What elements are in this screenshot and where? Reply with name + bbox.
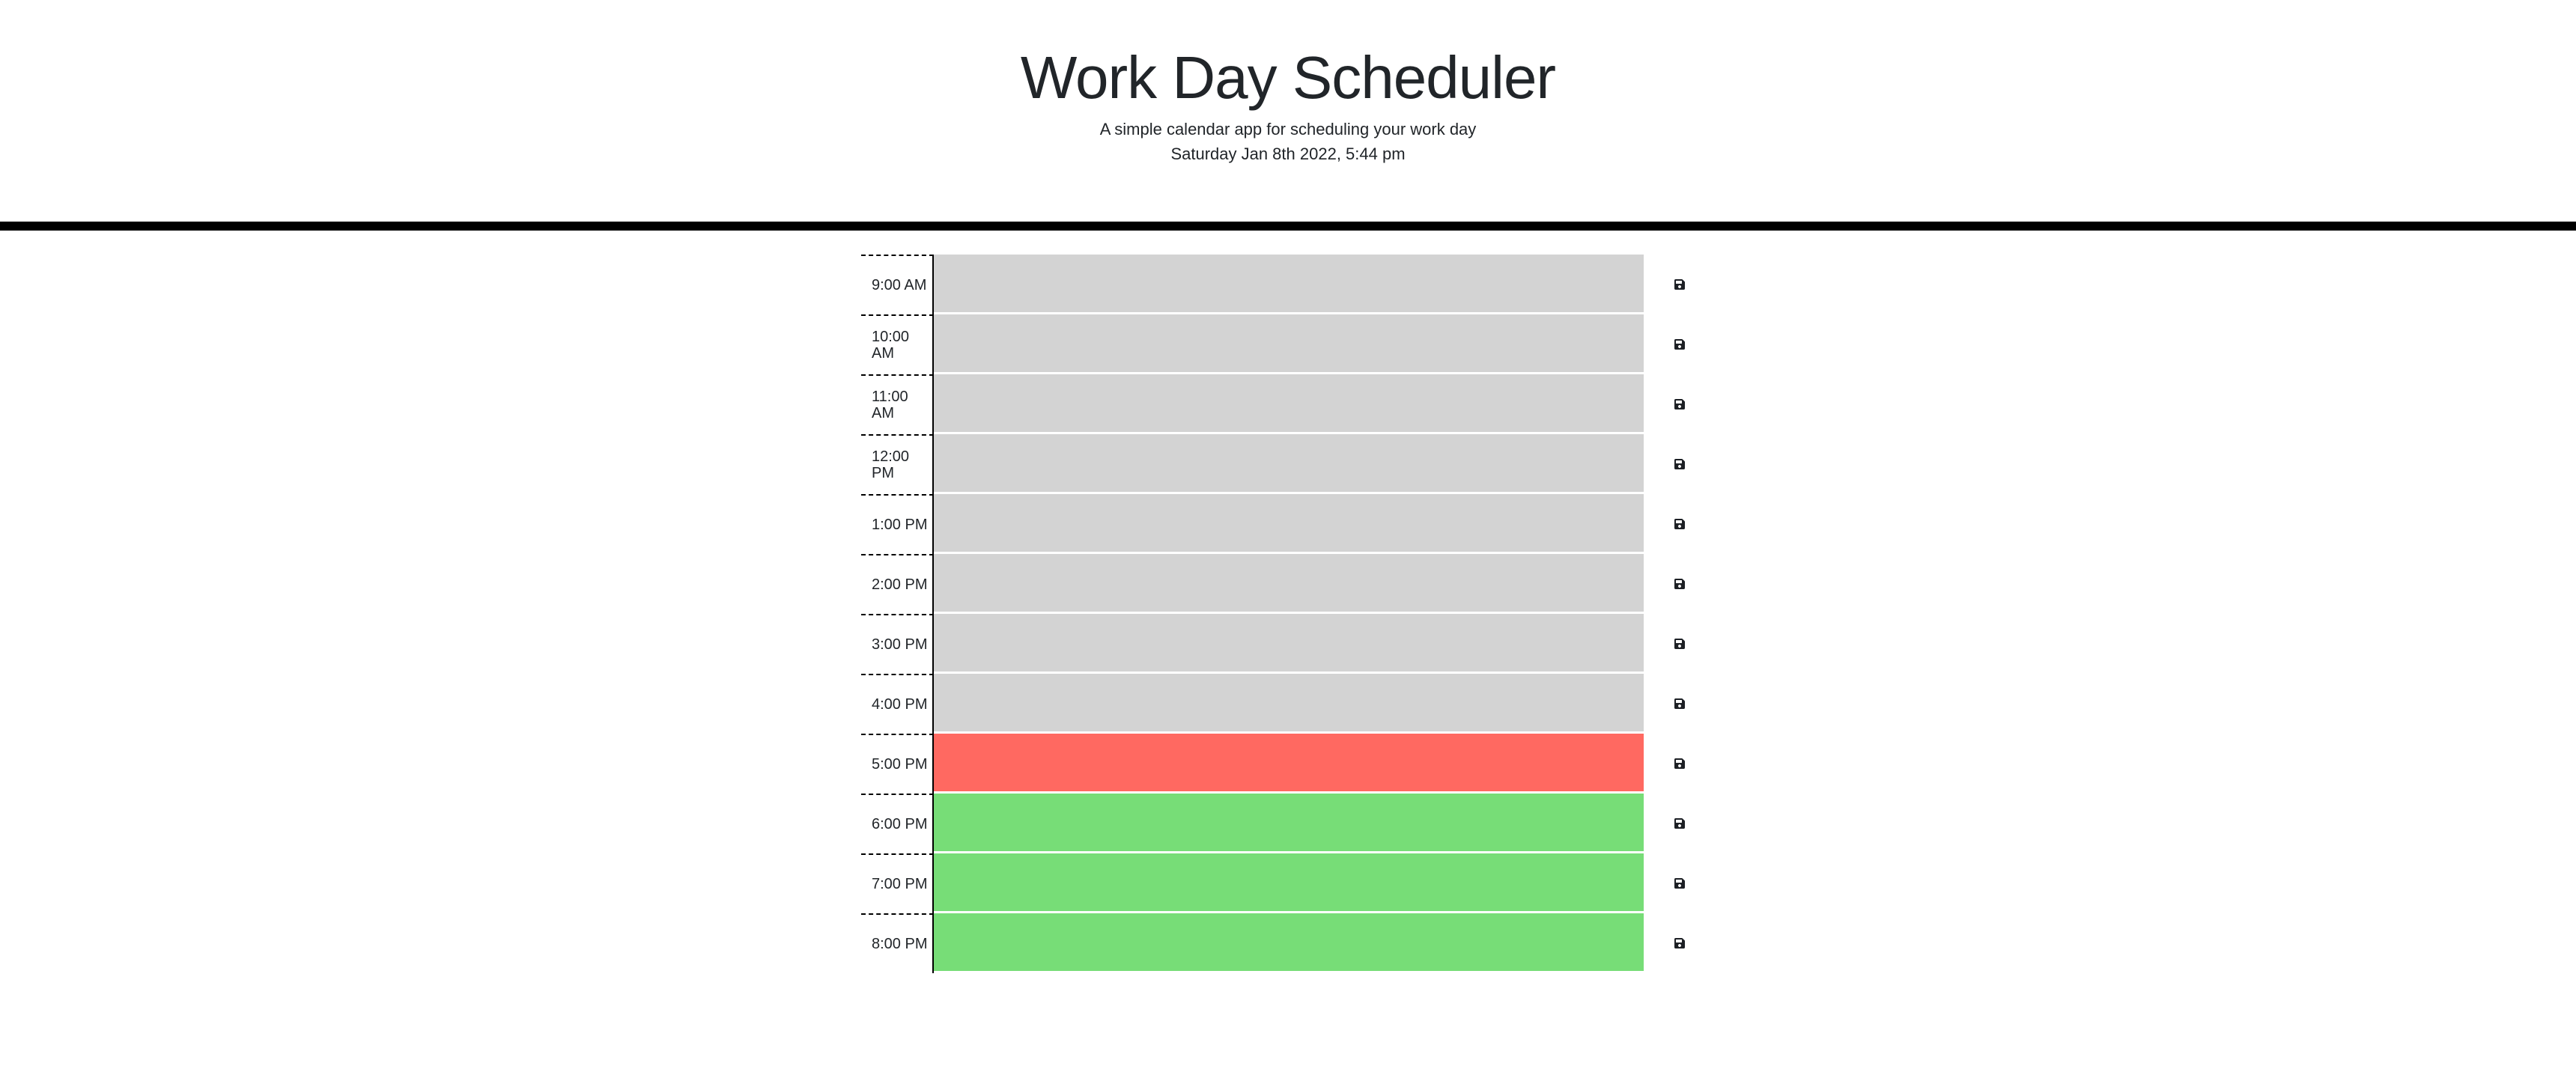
save-button[interactable] [1644, 674, 1715, 734]
hour-label: 8:00 PM [861, 913, 934, 973]
save-button[interactable] [1644, 794, 1715, 853]
save-floppy-icon [1674, 339, 1685, 350]
hour-label: 5:00 PM [861, 734, 934, 794]
time-row: 6:00 PM [861, 794, 1715, 853]
time-row: 3:00 PM [861, 614, 1715, 674]
event-cell [934, 853, 1644, 913]
scheduler-container: 9:00 AM 10:00 AM 11:00 AM [861, 255, 1715, 973]
save-floppy-icon [1674, 459, 1685, 469]
save-button[interactable] [1644, 434, 1715, 494]
event-cell [934, 614, 1644, 674]
event-textarea[interactable] [934, 913, 1644, 971]
current-day: Saturday Jan 8th 2022, 5:44 pm [1170, 144, 1406, 163]
event-cell [934, 794, 1644, 853]
time-row: 8:00 PM [861, 913, 1715, 973]
event-textarea[interactable] [934, 255, 1644, 312]
save-floppy-icon [1674, 938, 1685, 948]
save-button[interactable] [1644, 614, 1715, 674]
save-floppy-icon [1674, 878, 1685, 889]
hour-label: 10:00 AM [861, 314, 934, 374]
event-textarea[interactable] [934, 853, 1644, 911]
hour-label: 11:00 AM [861, 374, 934, 434]
time-row: 9:00 AM [861, 255, 1715, 314]
time-row: 2:00 PM [861, 554, 1715, 614]
hour-label: 1:00 PM [861, 494, 934, 554]
event-textarea[interactable] [934, 674, 1644, 731]
event-textarea[interactable] [934, 374, 1644, 432]
save-button[interactable] [1644, 494, 1715, 554]
event-cell [934, 374, 1644, 434]
hour-label: 12:00 PM [861, 434, 934, 494]
event-cell [934, 554, 1644, 614]
hour-label: 4:00 PM [861, 674, 934, 734]
hour-label: 2:00 PM [861, 554, 934, 614]
time-row: 4:00 PM [861, 674, 1715, 734]
page-subtitle: A simple calendar app for scheduling you… [1099, 120, 1477, 138]
save-floppy-icon [1674, 279, 1685, 290]
event-textarea[interactable] [934, 614, 1644, 672]
time-row: 7:00 PM [861, 853, 1715, 913]
save-floppy-icon [1674, 519, 1685, 529]
page-header: Work Day Scheduler A simple calendar app… [0, 0, 2576, 222]
event-textarea[interactable] [934, 734, 1644, 791]
save-floppy-icon [1674, 579, 1685, 589]
page-title: Work Day Scheduler [1020, 44, 1556, 111]
event-cell [934, 674, 1644, 734]
hour-label: 7:00 PM [861, 853, 934, 913]
time-row: 1:00 PM [861, 494, 1715, 554]
save-button[interactable] [1644, 255, 1715, 314]
event-cell [934, 434, 1644, 494]
event-cell [934, 734, 1644, 794]
time-row: 5:00 PM [861, 734, 1715, 794]
time-row: 12:00 PM [861, 434, 1715, 494]
event-textarea[interactable] [934, 794, 1644, 851]
hour-label: 6:00 PM [861, 794, 934, 853]
time-row: 10:00 AM [861, 314, 1715, 374]
time-row: 11:00 AM [861, 374, 1715, 434]
event-textarea[interactable] [934, 554, 1644, 612]
hour-label: 3:00 PM [861, 614, 934, 674]
hour-label: 9:00 AM [861, 255, 934, 314]
save-floppy-icon [1674, 818, 1685, 829]
event-cell [934, 255, 1644, 314]
save-floppy-icon [1674, 639, 1685, 649]
save-floppy-icon [1674, 758, 1685, 769]
save-button[interactable] [1644, 314, 1715, 374]
event-textarea[interactable] [934, 494, 1644, 552]
save-button[interactable] [1644, 554, 1715, 614]
save-button[interactable] [1644, 734, 1715, 794]
save-floppy-icon [1674, 698, 1685, 709]
save-button[interactable] [1644, 374, 1715, 434]
save-floppy-icon [1674, 399, 1685, 409]
event-cell [934, 494, 1644, 554]
save-button[interactable] [1644, 913, 1715, 973]
event-cell [934, 314, 1644, 374]
event-textarea[interactable] [934, 314, 1644, 372]
header-divider [0, 222, 2576, 231]
event-textarea[interactable] [934, 434, 1644, 492]
save-button[interactable] [1644, 853, 1715, 913]
event-cell [934, 913, 1644, 973]
